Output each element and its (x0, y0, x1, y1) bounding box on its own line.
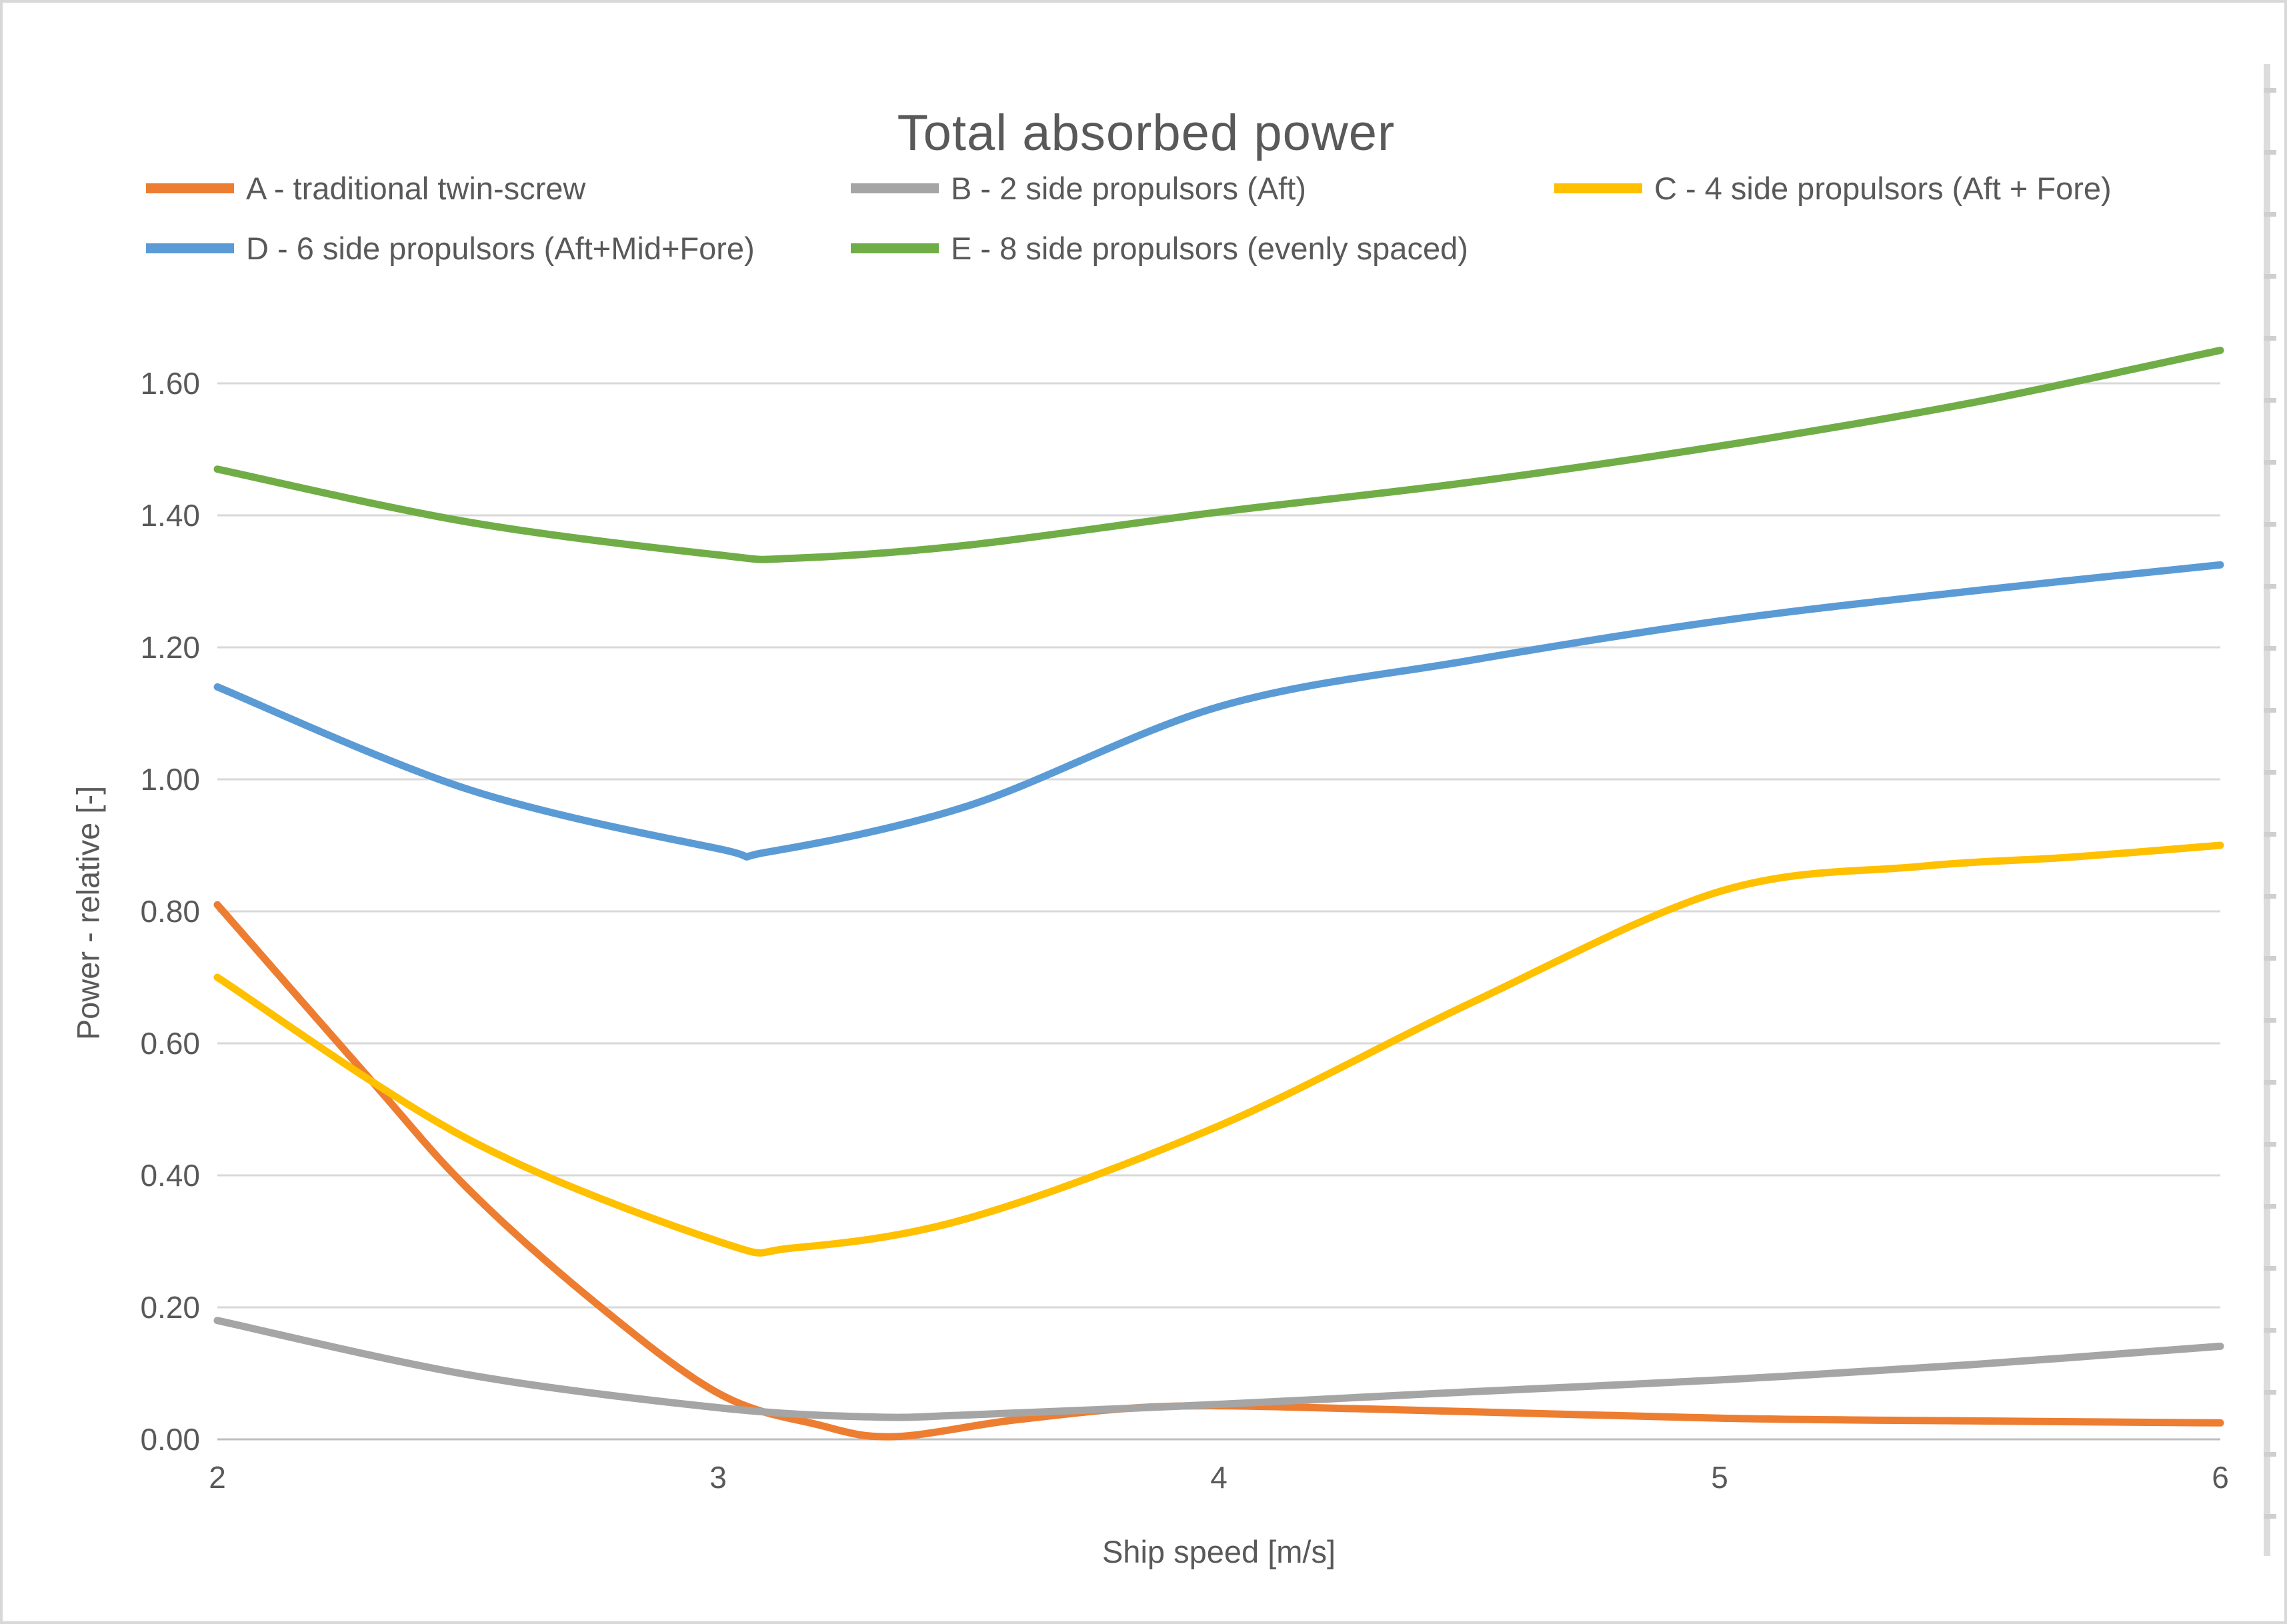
ruler-tick (2264, 832, 2276, 837)
legend-item-a: A - traditional twin-screw (146, 168, 585, 208)
ruler-bar (2264, 64, 2270, 1556)
y-tick-label: 0.60 (140, 1026, 200, 1061)
ruler-tick (2264, 956, 2276, 961)
ruler-tick (2264, 1080, 2276, 1085)
series-line-c (213, 841, 2224, 1257)
legend-item-c: C - 4 side propulsors (Aft + Fore) (1554, 168, 2112, 208)
y-tick-label: 1.20 (140, 630, 200, 665)
chart-title: Total absorbed power (897, 105, 1396, 161)
series-line-b (213, 1317, 2224, 1421)
y-tick-label: 1.00 (140, 762, 200, 797)
ruler-tick (2264, 274, 2276, 279)
ruler-tick (2264, 150, 2276, 155)
ruler-tick (2264, 1452, 2276, 1457)
plot-area (213, 347, 2224, 1441)
legend-item-b: B - 2 side propulsors (Aft) (851, 168, 1306, 208)
x-tick-label: 6 (2212, 1460, 2229, 1495)
ruler-tick (2264, 708, 2276, 713)
legend-swatch (851, 243, 939, 253)
ruler-tick (2264, 1018, 2276, 1023)
legend-label: A - traditional twin-screw (246, 170, 586, 206)
y-tick-label: 1.60 (140, 366, 200, 401)
x-tick-label: 4 (1210, 1460, 1228, 1495)
x-tick-label: 2 (209, 1460, 226, 1495)
ruler-tick (2264, 398, 2276, 403)
legend-label: E - 8 side propulsors (evenly spaced) (951, 230, 1468, 266)
y-tick-label: 0.00 (140, 1422, 200, 1457)
y-tick-label: 1.40 (140, 498, 200, 533)
y-tick-label: 0.40 (140, 1158, 200, 1193)
legend-item-e: E - 8 side propulsors (evenly spaced) (851, 228, 1468, 268)
series-line-d (213, 561, 2224, 861)
legend-label: B - 2 side propulsors (Aft) (951, 170, 1306, 206)
legend-swatch (1554, 183, 1642, 193)
legend-swatch (146, 243, 234, 253)
ruler-tick (2264, 770, 2276, 775)
x-axis-title: Ship speed [m/s] (1101, 1534, 1336, 1569)
ruler-tick (2264, 1266, 2276, 1271)
y-tick-label: 0.80 (140, 894, 200, 929)
ruler-tick (2264, 212, 2276, 217)
legend-swatch (851, 183, 939, 193)
legend-swatch (146, 183, 234, 193)
ruler-tick (2264, 1204, 2276, 1209)
legend-label: C - 4 side propulsors (Aft + Fore) (1654, 170, 2112, 206)
ruler-tick (2264, 646, 2276, 651)
series-line-a (213, 901, 2224, 1441)
ruler-tick (2264, 88, 2276, 93)
y-tick-label: 0.20 (140, 1290, 200, 1325)
series-line-e (213, 347, 2224, 563)
ruler-tick (2264, 894, 2276, 899)
x-tick-label: 5 (1711, 1460, 1728, 1495)
ruler-tick (2264, 460, 2276, 465)
ruler-tick (2264, 522, 2276, 527)
ruler-tick (2264, 1142, 2276, 1147)
ruler-tick (2264, 1390, 2276, 1395)
series-lines (213, 347, 2224, 1441)
y-axis-title: Power - relative [-] (70, 785, 106, 1041)
gridlines (217, 382, 2220, 1441)
ruler-tick (2264, 336, 2276, 341)
legend-label: D - 6 side propulsors (Aft+Mid+Fore) (246, 230, 755, 266)
ruler-tick (2264, 584, 2276, 589)
x-tick-label: 3 (709, 1460, 727, 1495)
ruler-tick (2264, 1328, 2276, 1333)
ruler-tick (2264, 1514, 2276, 1519)
legend-item-d: D - 6 side propulsors (Aft+Mid+Fore) (146, 228, 755, 268)
